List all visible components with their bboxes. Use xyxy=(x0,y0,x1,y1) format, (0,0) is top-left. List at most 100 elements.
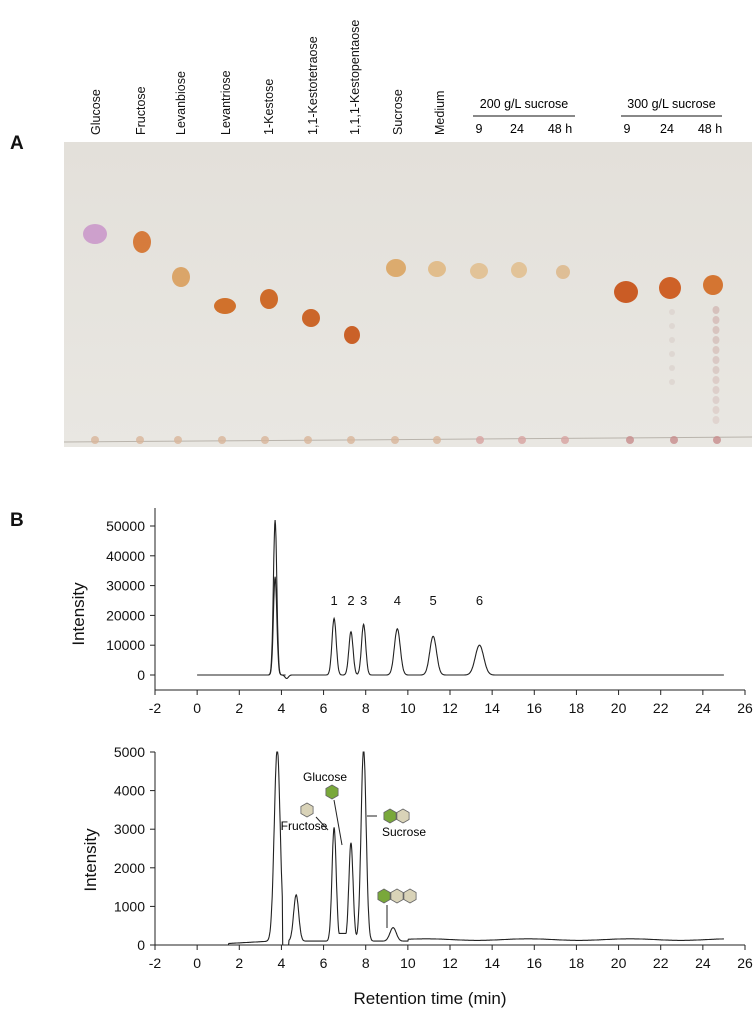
tlc-trail-spot xyxy=(669,323,675,329)
x-tick-label: 6 xyxy=(320,955,328,971)
time-label: 24 xyxy=(510,122,524,136)
annotation-sucrose: Sucrose xyxy=(382,825,426,839)
x-tick-label: 10 xyxy=(400,700,416,716)
x-tick-label: 26 xyxy=(737,955,753,971)
tlc-trail-spot xyxy=(669,309,675,315)
x-tick-label: 20 xyxy=(611,700,627,716)
origin-dot xyxy=(347,436,355,444)
group-label: 300 g/L sucrose xyxy=(627,97,716,111)
lane-label: Levantriose xyxy=(219,70,233,135)
x-tick-label: 22 xyxy=(653,700,669,716)
origin-dot xyxy=(174,436,182,444)
kestose-fructose-icon-1 xyxy=(390,888,404,904)
x-tick-label: 2 xyxy=(235,700,243,716)
tlc-trail-spot xyxy=(669,337,675,343)
x-tick-label: 18 xyxy=(569,700,585,716)
peak-label: 1 xyxy=(330,593,337,608)
origin-dot xyxy=(91,436,99,444)
tlc-spot xyxy=(260,289,278,309)
tlc-trail-spot xyxy=(669,365,675,371)
origin-dot xyxy=(518,436,526,444)
origin-dot xyxy=(561,436,569,444)
time-label: 48 h xyxy=(548,122,572,136)
origin-dot xyxy=(433,436,441,444)
tlc-trail-spot xyxy=(712,366,720,374)
x-tick-label: 8 xyxy=(362,955,370,971)
x-tick-label: 14 xyxy=(484,700,500,716)
group-label: 200 g/L sucrose xyxy=(480,97,569,111)
lane-label: 1-Kestose xyxy=(262,79,276,135)
tlc-plate xyxy=(64,142,752,447)
y-axis-label: Intensity xyxy=(69,582,88,646)
x-tick-label: 4 xyxy=(278,955,286,971)
tlc-trail-spot xyxy=(669,379,675,385)
y-tick-label: 0 xyxy=(137,667,145,683)
y-tick-label: 20000 xyxy=(106,607,145,623)
tlc-spot xyxy=(172,267,190,287)
origin-dot xyxy=(713,436,721,444)
lane-label: 1,1,1-Kestopentaose xyxy=(348,20,362,135)
peak-label: 6 xyxy=(476,593,483,608)
y-tick-label: 30000 xyxy=(106,578,145,594)
tlc-spot xyxy=(302,309,320,327)
x-tick-label: 16 xyxy=(526,955,542,971)
y-tick-label: 4000 xyxy=(114,783,145,799)
sucrose-glucose-icon xyxy=(383,808,397,824)
tlc-trail-spot xyxy=(712,346,720,354)
tlc-trail-spot xyxy=(712,376,720,384)
fructose-leader xyxy=(315,816,329,831)
tlc-trail-spot xyxy=(712,326,720,334)
tlc-trail-spot xyxy=(712,396,720,404)
lane-label: Fructose xyxy=(134,86,148,135)
tlc-spot xyxy=(659,277,681,299)
origin-dot xyxy=(476,436,484,444)
x-tick-label: 4 xyxy=(278,700,286,716)
x-tick-label: 12 xyxy=(442,955,458,971)
peak-label: 2 xyxy=(347,593,354,608)
y-tick-label: 3000 xyxy=(114,821,145,837)
x-tick-label: 24 xyxy=(695,700,711,716)
kestose-glucose-icon xyxy=(377,888,391,904)
y-tick-label: 10000 xyxy=(106,637,145,653)
y-tick-label: 5000 xyxy=(114,744,145,760)
tlc-trail-spot xyxy=(712,316,720,324)
panel-a-letter: A xyxy=(10,133,24,154)
tlc-plate-figure: Glucose Fructose Levanbiose Levantriose 1-Ke… xyxy=(63,20,753,447)
tlc-spot xyxy=(344,326,360,344)
tlc-spot xyxy=(556,265,570,279)
y-tick-label: 0 xyxy=(137,937,145,953)
chromatogram-line-overlay xyxy=(266,576,286,676)
time-label: 9 xyxy=(624,122,631,136)
y-tick-label: 1000 xyxy=(114,898,145,914)
tlc-spot xyxy=(83,224,107,244)
x-tick-label: 24 xyxy=(695,955,711,971)
tlc-spot xyxy=(614,281,638,303)
tlc-spot xyxy=(511,262,527,278)
tlc-trail-spot xyxy=(712,306,720,314)
lane-label: Glucose xyxy=(89,89,103,135)
lane-label: Medium xyxy=(433,91,447,135)
origin-dot xyxy=(391,436,399,444)
origin-dot xyxy=(218,436,226,444)
tlc-spot xyxy=(214,298,236,314)
tlc-spot xyxy=(703,275,723,295)
x-tick-label: 14 xyxy=(484,955,500,971)
peak-label: 5 xyxy=(430,593,437,608)
tlc-spot xyxy=(428,261,446,277)
annotation-fructose: Fructose xyxy=(281,819,328,833)
y-tick-label: 2000 xyxy=(114,860,145,876)
x-tick-label: 2 xyxy=(235,955,243,971)
y-tick-label: 40000 xyxy=(106,548,145,564)
chromatogram-line xyxy=(201,751,724,946)
origin-dot xyxy=(626,436,634,444)
x-tick-label: 6 xyxy=(320,700,328,716)
x-tick-label: 12 xyxy=(442,700,458,716)
x-tick-label: 8 xyxy=(362,700,370,716)
x-tick-label: 16 xyxy=(526,700,542,716)
y-axis-label: Intensity xyxy=(81,828,100,892)
origin-dot xyxy=(670,436,678,444)
x-tick-label: -2 xyxy=(149,955,162,971)
lane-label: Sucrose xyxy=(391,89,405,135)
x-tick-label: 18 xyxy=(569,955,585,971)
tlc-trail-spot xyxy=(712,336,720,344)
